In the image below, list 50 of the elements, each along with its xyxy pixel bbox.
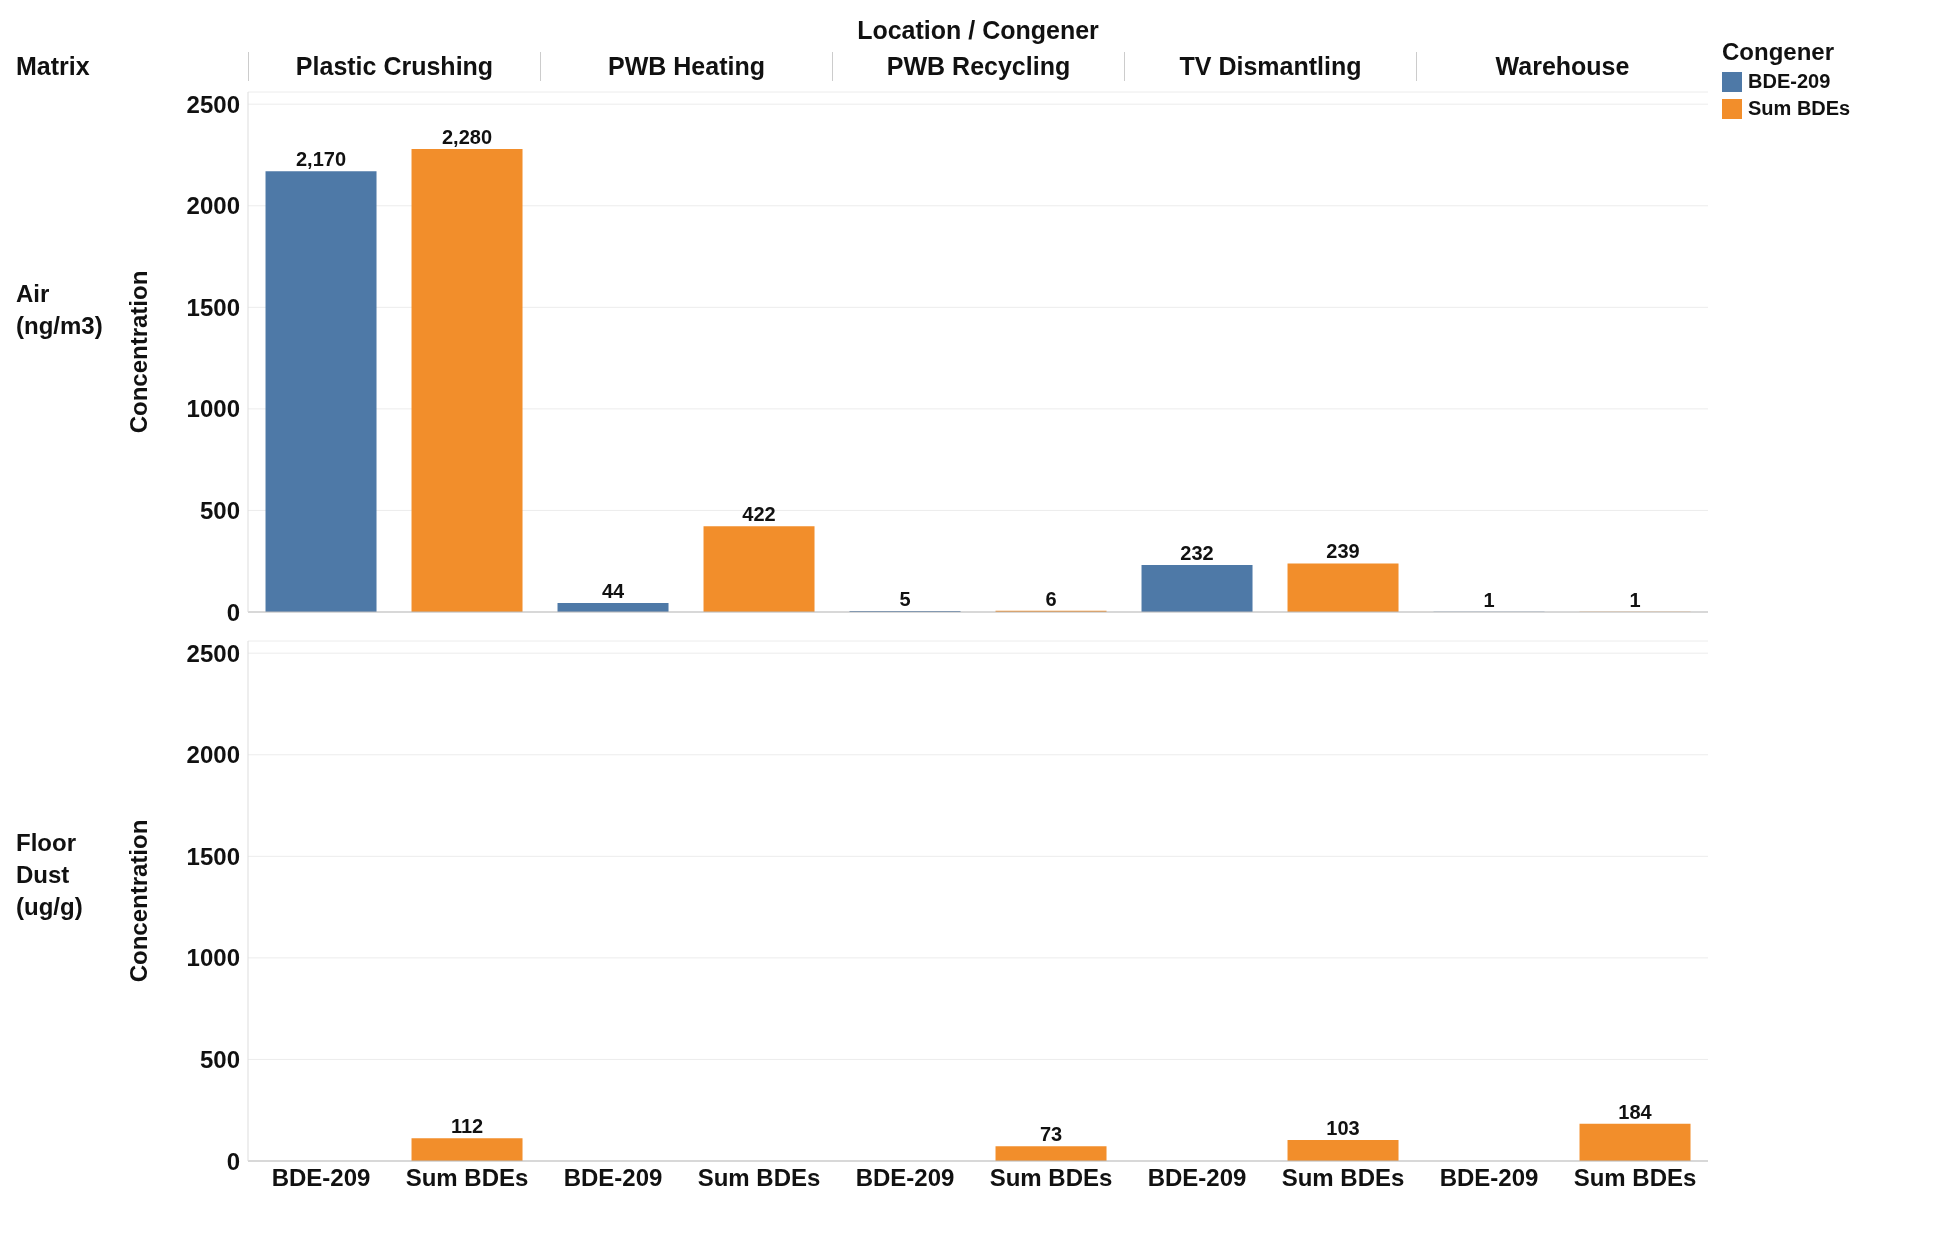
data-label: 44 <box>601 580 626 603</box>
text: PWB Heating <box>540 52 832 81</box>
legend-title: Congener <box>1722 38 1835 66</box>
text: TV Dismantling <box>1124 52 1416 81</box>
data-label: 422 <box>742 503 776 526</box>
data-label: 239 <box>1326 540 1360 563</box>
data-label: 184 <box>1618 1100 1653 1123</box>
data-label: 232 <box>1180 541 1214 564</box>
data-label: 5 <box>899 587 911 610</box>
data-label: 2,170 <box>295 148 347 171</box>
x-tick-label: Sum BDEs <box>405 1164 529 1192</box>
x-tick-label: BDE-209 <box>271 1164 371 1192</box>
text: Warehouse <box>1416 52 1708 81</box>
y-tick-label: 1000 <box>186 944 240 972</box>
x-tick-label: Sum BDEs <box>1281 1164 1405 1192</box>
x-tick-label: BDE-209 <box>855 1164 955 1192</box>
data-label: 103 <box>1326 1117 1360 1140</box>
text: PWB Recycling <box>832 52 1124 81</box>
y-tick-label: 1500 <box>186 842 240 870</box>
data-label: 1 <box>1629 588 1641 611</box>
data-label: 112 <box>450 1115 484 1138</box>
text: Plastic Crushing <box>248 52 540 81</box>
y-tick-label: 500 <box>199 496 240 524</box>
text: Location / Congener <box>856 16 1100 45</box>
text: Air (ng/m3) <box>16 280 103 339</box>
x-tick-label: BDE-209 <box>1147 1164 1247 1192</box>
x-tick-label: Sum BDEs <box>989 1164 1113 1192</box>
y-tick-label: 2500 <box>186 639 240 667</box>
data-label: 73 <box>1039 1123 1063 1146</box>
legend-label: Sum BDEs <box>1747 97 1851 120</box>
y-axis-title: Concentration <box>124 819 152 983</box>
data-label: 6 <box>1045 587 1057 610</box>
data-label: 1 <box>1483 588 1495 611</box>
y-tick-label: 500 <box>199 1045 240 1073</box>
text: Floor Dust (ug/g) <box>16 829 83 920</box>
y-tick-label: 0 <box>226 598 240 626</box>
y-tick-label: 2500 <box>186 90 240 118</box>
y-tick-label: 2000 <box>186 741 240 769</box>
y-tick-label: 0 <box>226 1147 240 1175</box>
data-label: 2,280 <box>441 125 493 148</box>
x-tick-label: Sum BDEs <box>697 1164 821 1192</box>
x-tick-label: BDE-209 <box>1439 1164 1539 1192</box>
y-axis-title: Concentration <box>124 270 152 434</box>
text: Matrix <box>16 52 90 81</box>
y-tick-label: 1000 <box>186 395 240 423</box>
x-tick-label: BDE-209 <box>563 1164 663 1192</box>
legend-label: BDE-209 <box>1747 70 1832 93</box>
x-tick-label: Sum BDEs <box>1573 1164 1697 1192</box>
y-tick-label: 2000 <box>186 192 240 220</box>
y-tick-label: 1500 <box>186 293 240 321</box>
